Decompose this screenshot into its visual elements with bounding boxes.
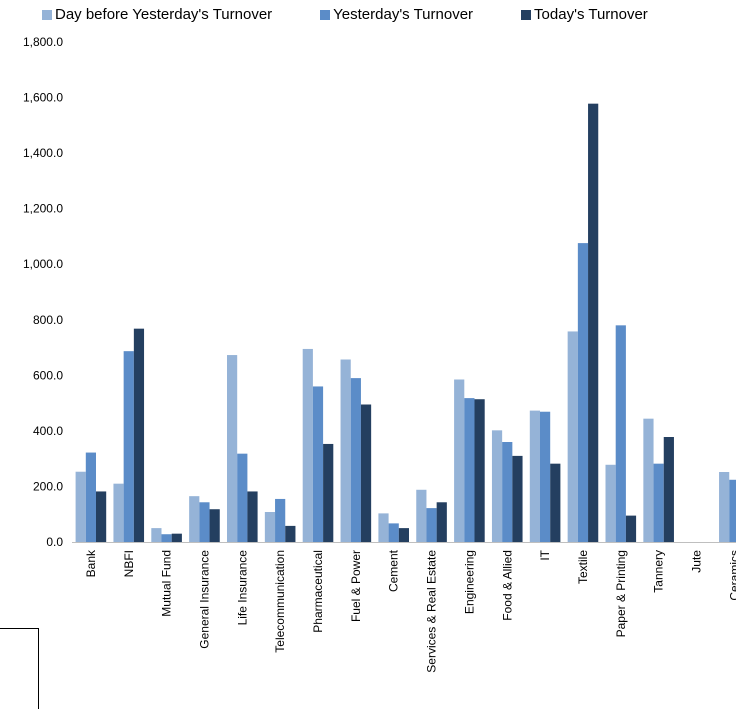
bar-nbfi-series-1: [123, 351, 134, 542]
legend-item-day-before-yesterday: Day before Yesterday's Turnover: [42, 6, 272, 23]
y-tick-label: 1,200.0: [23, 202, 63, 216]
x-tick-label: Fuel & Power: [349, 550, 363, 622]
x-tick-label: Pharmaceutical: [311, 550, 325, 633]
bar-mutual-fund-series-0: [151, 528, 162, 542]
legend-swatch: [42, 9, 52, 20]
y-tick-label: 400.0: [33, 424, 63, 438]
bar-bank-series-2: [96, 491, 107, 542]
bar-cement-series-1: [388, 523, 399, 542]
bar-pharmaceutical-series-0: [302, 348, 313, 542]
bar-pharmaceutical-series-1: [312, 386, 324, 542]
frame-line-top: [0, 628, 39, 629]
bar-pharmaceutical-series-2: [323, 443, 334, 542]
bar-it-series-1: [540, 411, 551, 542]
y-tick-label: 200.0: [33, 479, 63, 493]
x-tick-label: Textile: [576, 550, 590, 584]
bar-life-insurance-series-1: [237, 453, 248, 542]
bar-bank-series-1: [85, 452, 96, 542]
bar-paper-printing-series-0: [605, 464, 616, 542]
y-tick-label: 800.0: [33, 313, 63, 327]
bar-engineering-series-2: [474, 399, 485, 542]
bar-fuel-power-series-0: [340, 359, 351, 542]
x-tick-label: Engineering: [462, 550, 476, 614]
bar-paper-printing-series-1: [615, 325, 626, 542]
bar-tannery-series-1: [653, 463, 664, 542]
y-tick-label: 1,800.0: [23, 35, 63, 49]
bar-bank-series-0: [75, 471, 86, 542]
legend-item-today: Today's Turnover: [521, 6, 648, 23]
x-tick-label: NBFI: [122, 550, 136, 577]
bar-mutual-fund-series-2: [171, 533, 182, 542]
y-tick-label: 1,000.0: [23, 257, 63, 271]
legend-label: Today's Turnover: [534, 6, 648, 23]
bar-textile-series-2: [588, 103, 599, 543]
y-tick-label: 1,400.0: [23, 146, 63, 160]
bar-nbfi-series-0: [113, 483, 124, 542]
x-tick-label: Life Insurance: [235, 550, 249, 626]
bar-general-insurance-series-1: [199, 502, 210, 542]
legend-swatch: [320, 9, 331, 20]
bar-textile-series-0: [567, 331, 578, 542]
x-tick-label: Cement: [387, 549, 401, 592]
bar-telecommunication-series-0: [264, 512, 276, 542]
legend-label: Day before Yesterday's Turnover: [55, 6, 273, 23]
chart-legend: Day before Yesterday's Turnover Yesterda…: [42, 6, 696, 23]
bar-nbfi-series-2: [133, 328, 145, 542]
bar-tannery-series-2: [663, 437, 674, 542]
bar-cement-series-0: [378, 513, 389, 542]
bar-life-insurance-series-0: [227, 355, 238, 542]
bar-food-allied-series-2: [512, 455, 523, 542]
x-tick-label: Services & Real Estate: [425, 550, 439, 673]
bar-it-series-2: [550, 463, 561, 542]
x-tick-label: Food & Allied: [500, 550, 514, 621]
bar-it-series-0: [529, 410, 540, 542]
y-tick-label: 600.0: [33, 368, 63, 382]
bar-fuel-power-series-2: [360, 404, 372, 542]
bar-ceramics-series-1: [729, 479, 736, 542]
x-tick-label: Tannery: [652, 550, 666, 593]
bar-paper-printing-series-2: [625, 515, 637, 542]
bar-services-real-estate-series-2: [436, 502, 447, 542]
bar-telecommunication-series-1: [275, 498, 286, 542]
x-tick-label: Mutual Fund: [160, 550, 174, 617]
y-tick-label: 0.0: [46, 535, 63, 549]
bar-food-allied-series-0: [491, 430, 503, 542]
bar-mutual-fund-series-1: [161, 534, 172, 542]
bar-services-real-estate-series-0: [416, 489, 427, 542]
bar-engineering-series-0: [454, 379, 465, 542]
bar-services-real-estate-series-1: [426, 508, 437, 542]
x-tick-label: Telecommunication: [273, 550, 287, 653]
bar-general-insurance-series-0: [189, 496, 200, 542]
bar-general-insurance-series-2: [209, 509, 220, 542]
x-tick-label: Ceramics: [727, 550, 736, 601]
y-tick-label: 1,600.0: [23, 91, 63, 105]
bar-cement-series-2: [398, 528, 409, 542]
legend-label: Yesterday's Turnover: [333, 6, 474, 23]
bar-life-insurance-series-2: [247, 491, 258, 542]
bar-ceramics-series-0: [719, 472, 730, 542]
bar-telecommunication-series-2: [285, 525, 296, 542]
x-tick-label: General Insurance: [197, 550, 211, 649]
x-tick-label: Jute: [690, 550, 704, 573]
bar-food-allied-series-1: [502, 442, 513, 542]
x-tick-label: Paper & Printing: [614, 550, 628, 637]
frame-line-right: [38, 628, 39, 709]
bar-textile-series-1: [577, 243, 589, 542]
legend-swatch: [521, 9, 532, 20]
bar-tannery-series-0: [643, 418, 654, 542]
x-tick-label: Bank: [84, 549, 98, 577]
bar-fuel-power-series-1: [350, 378, 361, 542]
x-tick-label: IT: [538, 549, 552, 560]
legend-item-yesterday: Yesterday's Turnover: [320, 6, 473, 23]
bar-engineering-series-1: [464, 398, 475, 542]
